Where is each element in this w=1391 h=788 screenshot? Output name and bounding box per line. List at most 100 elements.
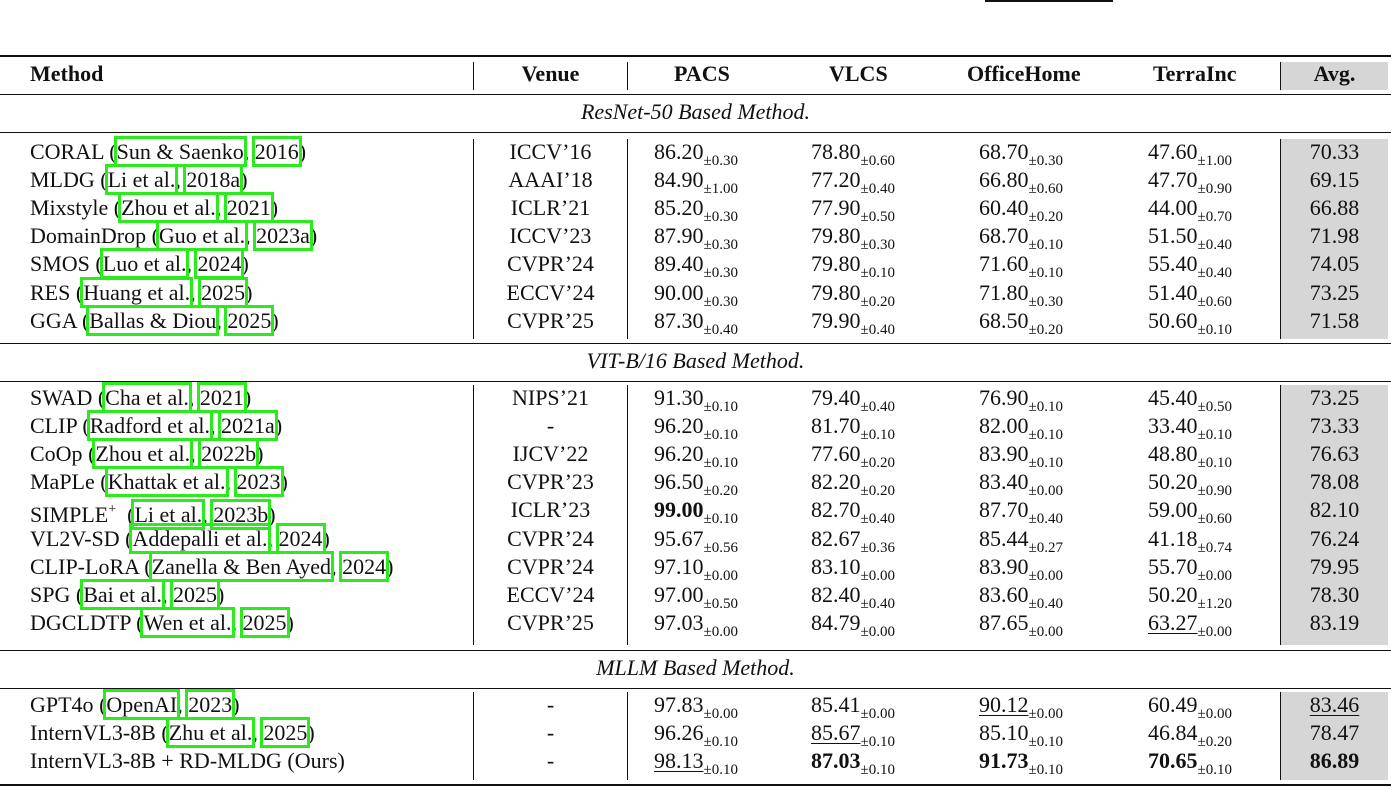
citation-author-link[interactable]: OpenAI	[103, 689, 181, 720]
method-cell: DomainDrop (Guo et al., 2023a)	[30, 220, 318, 252]
method-name: MLDG	[30, 167, 95, 193]
venue-cell: IJCV’22	[512, 441, 589, 467]
citation-year-link[interactable]: 2023	[185, 689, 236, 720]
venue-cell: CVPR’24	[507, 251, 594, 277]
method-cell: Mixstyle (Zhou et al., 2021)	[30, 192, 279, 224]
officehome-cell: 60.40±0.20	[979, 194, 1063, 231]
citation-year-link[interactable]: 2021a	[218, 410, 278, 442]
header-terrainc: TerraInc	[1153, 61, 1237, 86]
citation-author-link[interactable]: Zhou et al.	[92, 438, 194, 470]
officehome-cell: 83.90±0.10	[979, 440, 1063, 477]
pacs-value: 97.03	[654, 609, 704, 635]
pacs-std: ±0.30	[703, 209, 738, 226]
citation-author-link[interactable]: Khattak et al.	[104, 466, 229, 498]
citation-author-link[interactable]: Sun & Saenko	[113, 136, 247, 167]
vlcs-std: ±0.40	[860, 595, 895, 612]
citation-year-link[interactable]: 2025	[260, 717, 311, 749]
citation-year-link[interactable]: 2025	[198, 276, 249, 308]
citation-author-link[interactable]: Luo et al.	[99, 248, 190, 280]
citation-year-link[interactable]: 2023a	[253, 220, 313, 252]
vlcs-cell: 79.80±0.20	[811, 279, 895, 316]
citation-author-link[interactable]: Huang et al.	[80, 276, 194, 308]
method-name: Mixstyle	[30, 195, 109, 221]
vlcs-value: 81.70	[811, 413, 861, 439]
citation-author-link[interactable]: Radford et al.	[86, 410, 214, 442]
avg-cell: 78.47	[1281, 719, 1388, 747]
avg-value: 74.05	[1309, 251, 1360, 277]
citation-author-link[interactable]: Cha et al.	[102, 382, 192, 413]
column-divider	[473, 692, 474, 780]
pacs-std: ±0.10	[703, 399, 738, 415]
terrainc-value: 60.49	[1148, 692, 1198, 717]
terrainc-value: 55.70	[1148, 553, 1198, 579]
citation-year-link[interactable]: 2025	[224, 304, 275, 336]
citation-year-link[interactable]: 2021	[223, 192, 274, 224]
citation-year-link[interactable]: 2024	[194, 248, 245, 280]
terrainc-std: ±1.00	[1197, 153, 1232, 169]
header-avg: Avg.	[1313, 61, 1356, 86]
method-name: DGCLDTP	[30, 609, 131, 635]
citation-author-link[interactable]: Li et al.	[104, 164, 179, 196]
officehome-std: ±0.40	[1028, 595, 1063, 612]
method-cell: InternVL3-8B (Zhu et al., 2025)	[30, 717, 315, 749]
officehome-cell: 87.65±0.00	[979, 609, 1063, 646]
citation-author-link[interactable]: Li et al.	[131, 499, 206, 531]
citation-author-link[interactable]: Bai et al.	[80, 578, 165, 610]
officehome-cell: 66.80±0.60	[979, 166, 1063, 203]
officehome-std: ±0.10	[1028, 427, 1063, 444]
citation-year-link[interactable]: 2023	[233, 466, 284, 498]
vlcs-cell: 83.10±0.00	[811, 553, 895, 590]
pacs-value: 85.20	[654, 195, 704, 221]
terrainc-std: ±0.00	[1197, 706, 1232, 722]
terrainc-value: 46.84	[1148, 720, 1198, 746]
vlcs-value: 82.40	[811, 581, 861, 607]
citation-author-link[interactable]: Ballas & Diou	[86, 304, 220, 336]
citation-author-link[interactable]: Zhu et al.	[165, 717, 256, 749]
vlcs-value: 79.80	[811, 223, 861, 249]
citation-author-link[interactable]: Addepalli et al.	[129, 522, 271, 554]
terrainc-cell: 55.40±0.40	[1148, 250, 1232, 287]
citation-year-link[interactable]: 2025	[170, 578, 220, 610]
vlcs-cell: 82.70±0.40	[811, 496, 895, 533]
method-superscript: +	[108, 502, 117, 518]
pacs-value: 87.30	[654, 307, 704, 333]
citation-year-link[interactable]: 2021	[196, 382, 247, 413]
terrainc-std: ±0.10	[1197, 762, 1232, 779]
terrainc-value: 50.20	[1148, 469, 1198, 495]
vlcs-cell: 77.60±0.20	[811, 440, 895, 477]
citation-author-link[interactable]: Zanella & Ben Ayed	[148, 550, 335, 582]
officehome-cell: 76.90±0.10	[979, 384, 1063, 421]
citation-year-link[interactable]: 2018a	[183, 164, 244, 196]
terrainc-value: 55.40	[1148, 251, 1198, 277]
citation-author-link[interactable]: Wen et al.	[140, 606, 235, 638]
avg-cell: 70.33	[1281, 138, 1388, 166]
terrainc-std: ±0.40	[1197, 265, 1232, 282]
pacs-std: ±0.00	[703, 706, 738, 722]
officehome-std: ±0.10	[1028, 399, 1063, 415]
citation-year-link[interactable]: 2023b	[210, 499, 272, 531]
terrainc-cell: 41.18±0.74	[1148, 525, 1232, 562]
vlcs-cell: 85.67±0.10	[811, 719, 895, 756]
avg-value: 83.46	[1309, 692, 1360, 717]
citation-year-link[interactable]: 2025	[239, 606, 290, 638]
citation-year-link[interactable]: 2022b	[198, 438, 260, 470]
citation-author-link[interactable]: Zhou et al.	[118, 192, 219, 224]
citation-year-link[interactable]: 2024	[339, 550, 390, 582]
officehome-cell: 68.70±0.30	[979, 138, 1063, 175]
terrainc-std: ±0.10	[1197, 427, 1232, 444]
venue-cell: CVPR’24	[507, 525, 594, 551]
citation-year-link[interactable]: 2016	[251, 136, 302, 167]
avg-value: 73.25	[1309, 385, 1360, 410]
citation-year-link[interactable]: 2024	[275, 522, 326, 554]
method-cell: SIMPLE+ (Li et al., 2023b)	[30, 499, 276, 531]
vlcs-cell: 77.90±0.50	[811, 194, 895, 231]
terrainc-value: 33.40	[1148, 413, 1198, 439]
pacs-value: 96.20	[654, 441, 704, 467]
officehome-cell: 85.10±0.10	[979, 719, 1063, 756]
column-divider	[1280, 692, 1281, 780]
pacs-value: 96.20	[654, 413, 704, 439]
citation-author-link[interactable]: Guo et al.	[155, 220, 249, 252]
terrainc-value: 48.80	[1148, 441, 1198, 467]
avg-value: 71.98	[1309, 223, 1360, 249]
pacs-cell: 97.10±0.00	[654, 553, 738, 590]
